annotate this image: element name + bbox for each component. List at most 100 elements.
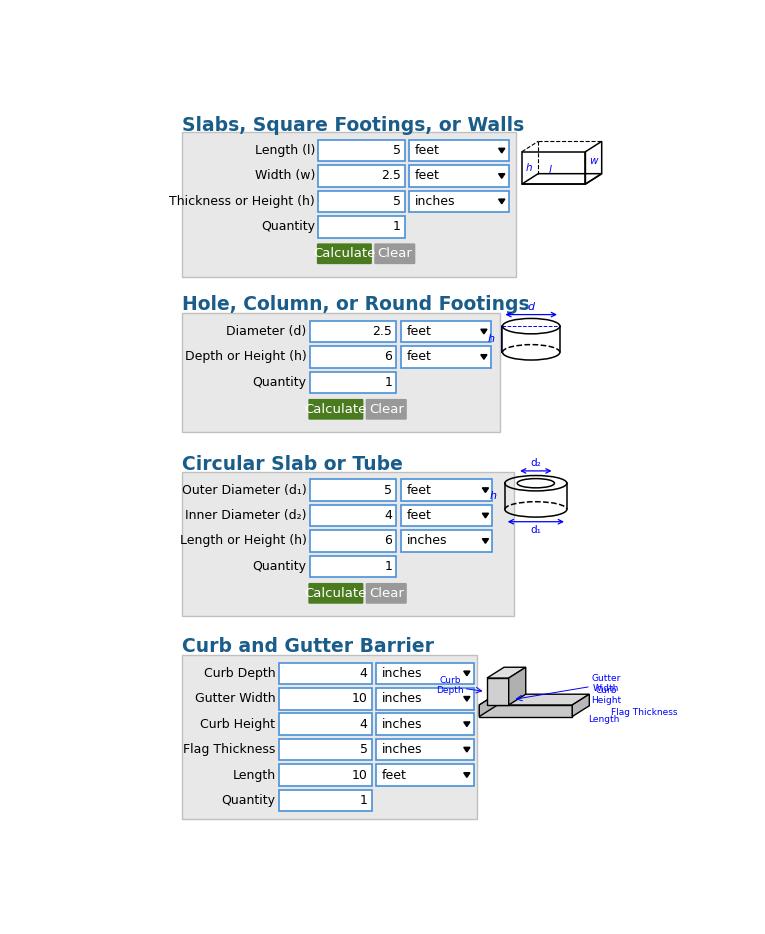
Text: 5: 5: [385, 484, 392, 497]
FancyBboxPatch shape: [278, 662, 372, 685]
FancyBboxPatch shape: [376, 662, 474, 685]
Text: 10: 10: [352, 692, 368, 705]
FancyBboxPatch shape: [182, 472, 514, 616]
Text: 6: 6: [385, 534, 392, 547]
FancyBboxPatch shape: [308, 583, 363, 603]
Polygon shape: [483, 488, 489, 492]
Text: Quantity: Quantity: [252, 559, 307, 573]
Text: feet: feet: [406, 509, 431, 522]
Text: Slabs, Square Footings, or Walls: Slabs, Square Footings, or Walls: [182, 116, 525, 134]
FancyBboxPatch shape: [310, 531, 396, 552]
Text: feet: feet: [406, 350, 431, 363]
Text: Quantity: Quantity: [252, 375, 307, 389]
Text: 4: 4: [360, 717, 368, 730]
Text: 2.5: 2.5: [373, 325, 392, 338]
Polygon shape: [487, 667, 526, 678]
Text: feet: feet: [415, 144, 440, 157]
FancyBboxPatch shape: [318, 216, 405, 237]
Text: Curb
Height: Curb Height: [591, 686, 622, 705]
Text: h: h: [488, 334, 495, 345]
Text: Width (w): Width (w): [255, 169, 315, 182]
Text: inches: inches: [382, 717, 422, 730]
Text: feet: feet: [406, 325, 431, 338]
Text: Gutter Width: Gutter Width: [195, 692, 275, 705]
Polygon shape: [499, 174, 505, 178]
Text: Outer Diameter (d₁): Outer Diameter (d₁): [181, 484, 307, 497]
Text: inches: inches: [406, 534, 447, 547]
FancyBboxPatch shape: [376, 739, 474, 760]
FancyBboxPatch shape: [182, 655, 477, 819]
FancyBboxPatch shape: [401, 504, 493, 527]
Text: 5: 5: [393, 195, 401, 208]
Text: 6: 6: [385, 350, 392, 363]
Text: Calculate: Calculate: [313, 248, 376, 261]
FancyBboxPatch shape: [401, 531, 493, 552]
Text: inches: inches: [382, 743, 422, 757]
Polygon shape: [509, 667, 526, 705]
Text: Depth or Height (h): Depth or Height (h): [184, 350, 307, 363]
Text: feet: feet: [406, 484, 431, 497]
Text: Length: Length: [233, 769, 275, 782]
FancyBboxPatch shape: [278, 789, 372, 812]
Polygon shape: [487, 678, 509, 705]
Text: Curb Height: Curb Height: [200, 717, 275, 730]
FancyBboxPatch shape: [401, 479, 493, 501]
FancyBboxPatch shape: [278, 688, 372, 710]
FancyBboxPatch shape: [310, 320, 396, 342]
Polygon shape: [572, 694, 589, 716]
Polygon shape: [483, 514, 489, 517]
Text: Curb
Depth: Curb Depth: [436, 675, 464, 695]
FancyBboxPatch shape: [401, 320, 491, 342]
Text: 10: 10: [352, 769, 368, 782]
Polygon shape: [479, 694, 496, 716]
Text: 4: 4: [385, 509, 392, 522]
Text: Calculate: Calculate: [304, 403, 367, 416]
Text: feet: feet: [415, 169, 440, 182]
FancyBboxPatch shape: [409, 140, 509, 162]
Text: 1: 1: [385, 559, 392, 573]
Text: Quantity: Quantity: [221, 794, 275, 807]
Text: h: h: [526, 163, 532, 173]
FancyBboxPatch shape: [409, 165, 509, 187]
Text: 5: 5: [360, 743, 368, 757]
Polygon shape: [499, 199, 505, 204]
Text: Calculate: Calculate: [304, 587, 367, 600]
FancyBboxPatch shape: [182, 132, 516, 276]
Text: Quantity: Quantity: [261, 220, 315, 234]
Polygon shape: [464, 772, 470, 777]
FancyBboxPatch shape: [376, 764, 474, 785]
FancyBboxPatch shape: [182, 313, 500, 432]
Text: Thickness or Height (h): Thickness or Height (h): [169, 195, 315, 208]
FancyBboxPatch shape: [318, 140, 405, 162]
FancyBboxPatch shape: [310, 504, 396, 527]
FancyBboxPatch shape: [310, 479, 396, 501]
Polygon shape: [499, 149, 505, 153]
FancyBboxPatch shape: [310, 556, 396, 577]
Polygon shape: [479, 694, 589, 705]
Polygon shape: [483, 539, 489, 544]
Text: Length (l): Length (l): [255, 144, 315, 157]
Text: d: d: [528, 302, 535, 312]
FancyBboxPatch shape: [409, 191, 509, 212]
FancyBboxPatch shape: [317, 244, 372, 264]
Text: w: w: [589, 156, 597, 165]
Text: Clear: Clear: [369, 403, 404, 416]
FancyBboxPatch shape: [310, 347, 396, 368]
Text: 4: 4: [360, 667, 368, 680]
Text: d₂: d₂: [530, 458, 541, 468]
Text: inches: inches: [382, 692, 422, 705]
FancyBboxPatch shape: [318, 191, 405, 212]
Text: Gutter
Width: Gutter Width: [591, 673, 621, 693]
FancyBboxPatch shape: [310, 372, 396, 393]
Text: Clear: Clear: [369, 587, 404, 600]
Polygon shape: [464, 747, 470, 752]
Text: d₁: d₁: [530, 525, 542, 535]
FancyBboxPatch shape: [374, 244, 415, 264]
Text: Flag Thickness: Flag Thickness: [183, 743, 275, 757]
Text: Circular Slab or Tube: Circular Slab or Tube: [182, 455, 403, 474]
FancyBboxPatch shape: [278, 739, 372, 760]
Text: Curb Depth: Curb Depth: [203, 667, 275, 680]
FancyBboxPatch shape: [376, 688, 474, 710]
FancyBboxPatch shape: [376, 714, 474, 735]
Text: Diameter (d): Diameter (d): [226, 325, 307, 338]
